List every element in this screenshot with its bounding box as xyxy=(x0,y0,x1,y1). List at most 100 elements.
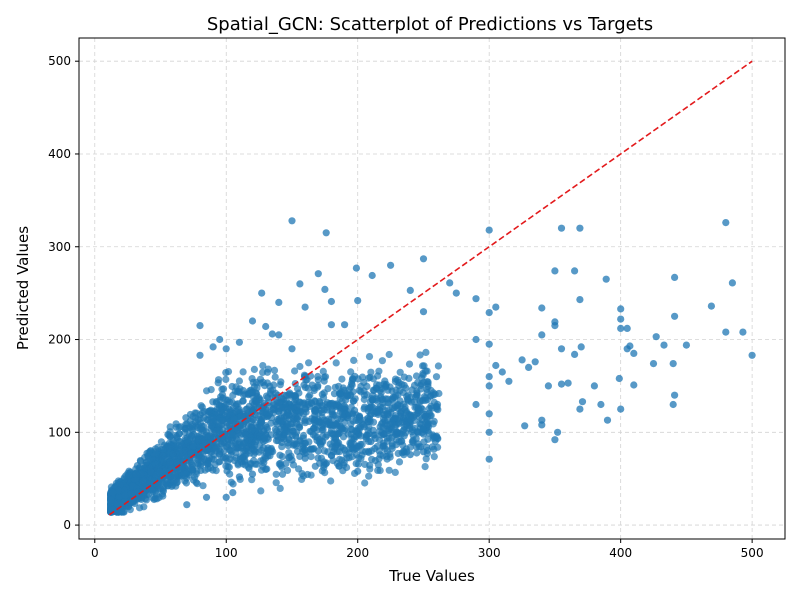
dense-point xyxy=(394,401,402,409)
dense-point xyxy=(374,408,382,416)
dense-point xyxy=(182,414,190,422)
dense-point xyxy=(241,390,249,398)
dense-point xyxy=(234,406,242,414)
dense-point xyxy=(347,425,355,433)
dense-point xyxy=(398,437,406,445)
dense-point xyxy=(151,460,159,468)
dense-point xyxy=(352,460,360,468)
y-tick-label: 500 xyxy=(48,54,71,68)
dense-point xyxy=(256,415,264,423)
dense-point xyxy=(188,432,196,440)
dense-point xyxy=(430,417,438,425)
dense-point xyxy=(233,436,241,444)
data-point xyxy=(557,345,566,353)
data-point xyxy=(617,405,625,413)
dense-point xyxy=(204,460,212,468)
dense-point xyxy=(259,362,267,370)
dense-point xyxy=(159,492,167,500)
dense-point xyxy=(421,463,429,471)
data-point xyxy=(576,296,584,304)
dense-point xyxy=(434,362,442,370)
dense-point xyxy=(217,393,225,401)
dense-point xyxy=(367,403,376,411)
dense-point xyxy=(391,468,399,476)
dense-point xyxy=(169,450,177,458)
dense-point xyxy=(248,476,256,484)
scatter-points xyxy=(183,217,756,509)
dense-point xyxy=(381,445,389,453)
dense-point xyxy=(276,484,284,492)
data-point xyxy=(327,321,335,329)
dense-point xyxy=(238,444,246,452)
dense-point xyxy=(418,405,427,413)
dense-point xyxy=(196,462,205,470)
data-point xyxy=(275,331,283,339)
dense-point xyxy=(172,420,180,428)
dense-point xyxy=(159,452,167,460)
dense-point xyxy=(347,383,355,391)
dense-point xyxy=(316,440,324,448)
dense-point xyxy=(331,383,339,391)
dense-point xyxy=(296,362,304,371)
dense-point xyxy=(171,471,179,479)
dense-point xyxy=(391,377,399,386)
dense-point xyxy=(182,479,190,487)
data-point xyxy=(551,436,559,444)
dense-point xyxy=(215,376,223,384)
dense-point xyxy=(222,375,230,383)
dense-point xyxy=(198,427,206,435)
dense-point xyxy=(367,368,375,376)
dense-point xyxy=(320,458,328,466)
dense-point xyxy=(327,477,335,485)
data-point xyxy=(505,377,513,385)
data-point xyxy=(564,379,572,387)
data-point xyxy=(521,422,529,430)
data-point xyxy=(525,363,533,371)
dense-point xyxy=(296,398,304,406)
dense-point xyxy=(380,411,388,419)
dense-point xyxy=(205,407,213,415)
dense-point xyxy=(365,472,373,480)
data-point xyxy=(578,398,587,406)
dense-point xyxy=(199,482,207,490)
dense-point xyxy=(252,398,261,406)
dense-point xyxy=(430,453,438,461)
data-point xyxy=(341,321,349,329)
data-point xyxy=(671,391,679,399)
dense-point xyxy=(228,430,237,438)
data-point xyxy=(603,416,612,424)
dense-point xyxy=(320,393,328,402)
dense-point xyxy=(181,447,189,455)
dense-point xyxy=(209,398,217,406)
x-tick-label: 400 xyxy=(609,546,632,560)
dense-point xyxy=(346,439,354,447)
data-point xyxy=(538,304,546,312)
dense-point xyxy=(157,438,165,446)
dense-point xyxy=(293,440,301,448)
data-point xyxy=(301,303,309,311)
dense-point xyxy=(382,382,390,390)
dense-point xyxy=(202,432,210,440)
dense-point xyxy=(239,454,247,462)
data-point xyxy=(314,270,322,278)
dense-point xyxy=(289,427,297,435)
dense-point xyxy=(340,402,348,410)
dense-point xyxy=(156,468,164,476)
dense-point xyxy=(369,418,378,426)
dense-point xyxy=(128,497,136,505)
dense-point xyxy=(250,365,258,373)
dense-point xyxy=(281,401,289,409)
data-point xyxy=(485,226,493,234)
data-point xyxy=(229,489,237,497)
dense-point xyxy=(137,494,145,502)
dense-point xyxy=(314,418,322,426)
data-point xyxy=(296,280,304,288)
data-point xyxy=(748,351,756,359)
dense-point xyxy=(314,376,322,384)
dense-point xyxy=(239,397,247,405)
dense-point xyxy=(260,434,268,442)
dense-point xyxy=(285,390,293,398)
x-axis-label: True Values xyxy=(388,567,475,585)
dense-point xyxy=(124,503,133,511)
dense-point xyxy=(414,428,422,436)
